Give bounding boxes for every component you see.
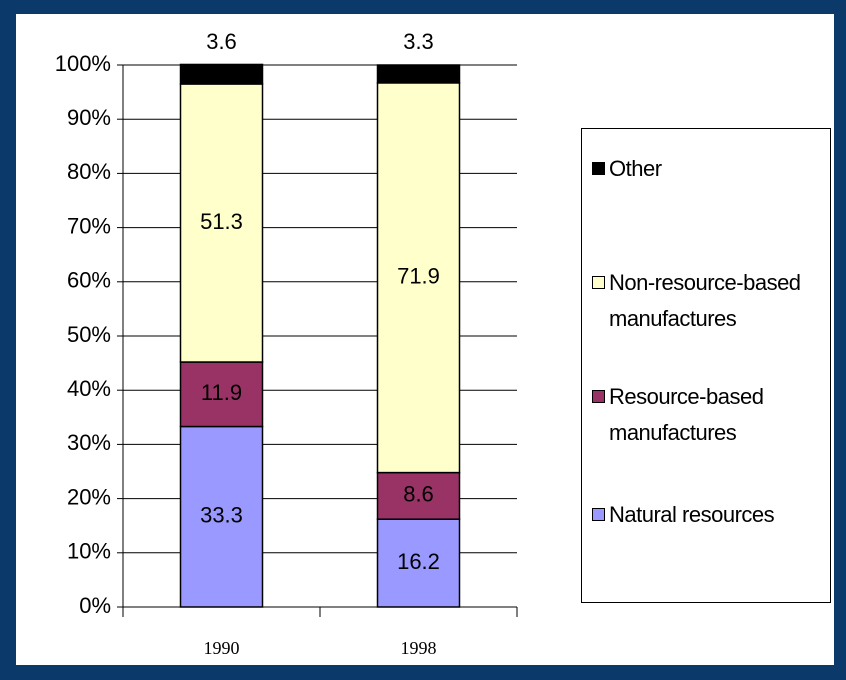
legend-entry: Resource-based manufactures	[592, 379, 828, 451]
legend-swatch	[592, 390, 605, 403]
legend-entry: Non-resource-based manufactures	[592, 265, 828, 337]
bar-segment	[376, 64, 461, 84]
legend: Other Non-resource-based manufactures Reso…	[581, 128, 831, 603]
bar-segment	[179, 361, 264, 428]
legend-label: Other	[609, 156, 662, 181]
data-label: 11.9	[201, 380, 242, 405]
data-label: 16.2	[397, 549, 440, 574]
bar-segment	[179, 83, 264, 363]
bar-segment	[179, 425, 264, 608]
bar-segment	[376, 82, 461, 474]
y-tick-label: 70%	[67, 213, 111, 238]
x-tick-label: 1990	[204, 638, 240, 658]
y-tick-label: 30%	[67, 430, 111, 455]
legend-swatch	[592, 508, 605, 521]
legend-label: Natural resources	[609, 502, 775, 527]
bar-segment	[179, 63, 264, 85]
data-label: 51.3	[200, 209, 243, 234]
y-tick-label: 40%	[67, 376, 111, 401]
legend-entry: Natural resources	[592, 497, 828, 533]
y-tick-label: 10%	[67, 539, 111, 564]
y-tick-label: 90%	[67, 105, 111, 130]
y-tick-label: 50%	[67, 322, 111, 347]
y-tick-label: 60%	[67, 268, 111, 293]
y-tick-label: 0%	[79, 593, 111, 618]
data-label: 33.3	[200, 503, 243, 528]
data-label: 71.9	[397, 264, 440, 289]
y-tick-label: 80%	[67, 159, 111, 184]
legend-entry: Other	[592, 151, 828, 187]
legend-swatch	[592, 162, 605, 175]
y-tick-label: 100%	[55, 51, 111, 76]
legend-label: Non-resource-based manufactures	[609, 270, 801, 331]
bar-segment	[376, 471, 461, 520]
legend-swatch	[592, 276, 605, 289]
legend-label: Resource-based manufactures	[609, 384, 764, 445]
data-label: 8.6	[403, 482, 434, 507]
y-tick-label: 20%	[67, 484, 111, 509]
data-label: 3.3	[403, 29, 434, 54]
x-tick-label: 1998	[401, 638, 437, 658]
data-label: 3.6	[206, 29, 237, 54]
